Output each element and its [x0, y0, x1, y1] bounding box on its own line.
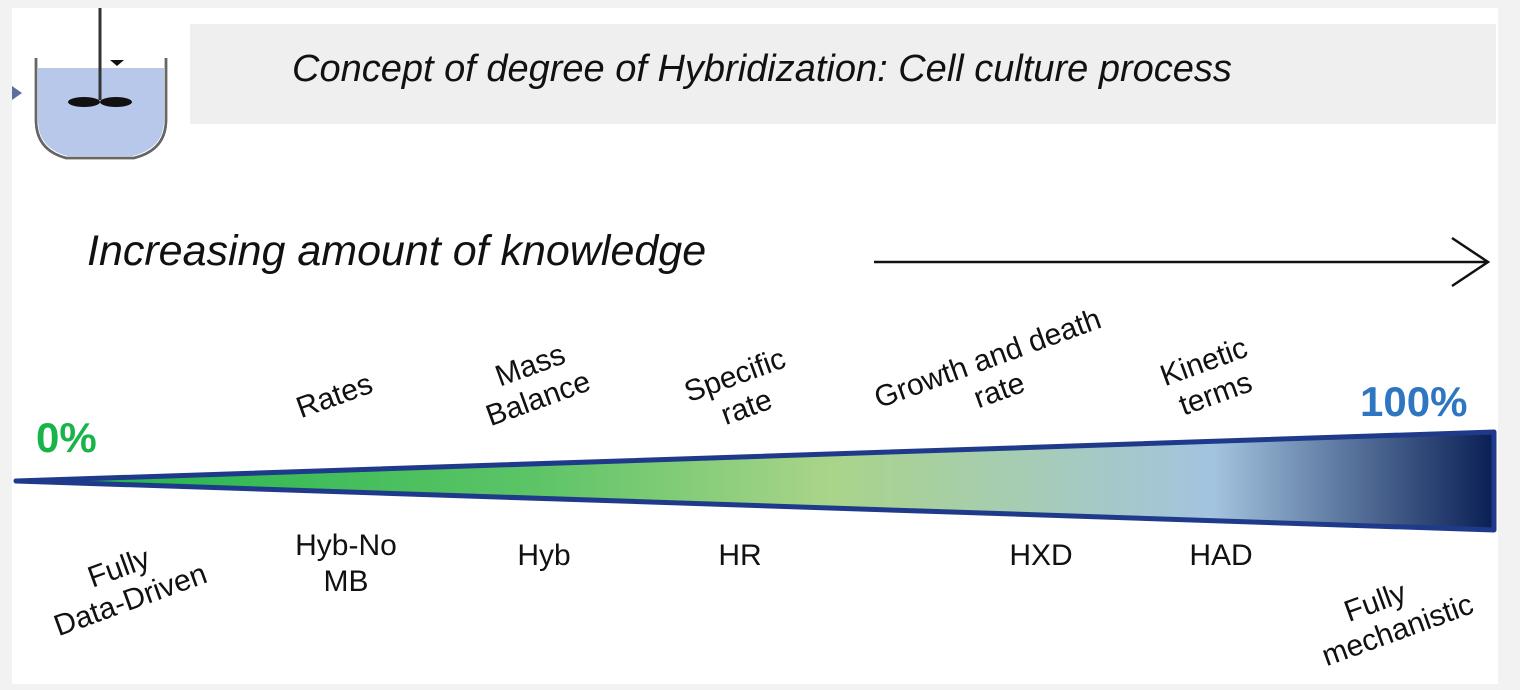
model-had: HAD [1180, 538, 1262, 574]
end-percent-label: 100% [1360, 378, 1468, 425]
model-line1: HAD [1189, 539, 1253, 572]
title-bar [190, 24, 1496, 124]
model-hr: HR [708, 538, 772, 574]
model-line1: Hyb-No [295, 529, 397, 562]
bioreactor-icon [12, 8, 168, 160]
diagram-title: Concept of degree of Hybridization: Cell… [292, 48, 1232, 90]
knowledge-axis-label: Increasing amount of knowledge [87, 227, 707, 275]
start-percent-label: 0% [36, 414, 97, 461]
hybridization-wedge [13, 429, 1497, 533]
knowledge-arrow [874, 236, 1491, 288]
model-line1: HXD [1009, 539, 1073, 572]
model-line2: MB [323, 565, 369, 598]
model-hxd: HXD [998, 538, 1084, 574]
model-line1: Hyb [517, 539, 571, 572]
model-line1: HR [718, 539, 762, 572]
model-hyb-no-mb: Hyb-No MB [280, 528, 412, 600]
model-hyb: Hyb [510, 538, 578, 574]
